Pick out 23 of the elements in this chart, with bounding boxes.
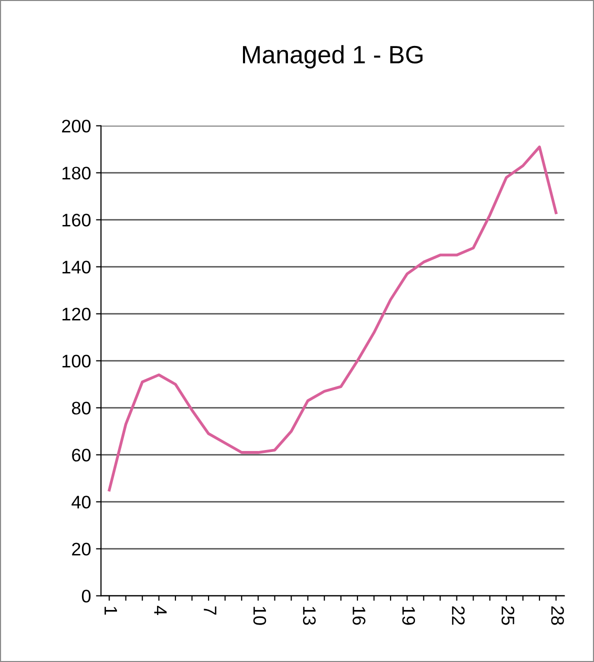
x-tick-label: 7 <box>204 606 216 615</box>
x-tick-label: 13 <box>302 606 316 625</box>
y-tick-label: 0 <box>82 590 91 603</box>
y-tick-label: 40 <box>72 496 91 509</box>
x-tick-label: 16 <box>352 606 366 625</box>
y-tick-label: 140 <box>62 260 91 274</box>
y-tick-label: 200 <box>62 120 91 132</box>
y-tick-label: 20 <box>72 542 91 556</box>
line-series <box>108 146 558 492</box>
x-tick-label: 1 <box>104 606 118 615</box>
y-tick-label: 80 <box>72 402 91 415</box>
x-tick-label: 4 <box>154 606 167 616</box>
x-tick-label: 10 <box>253 606 266 625</box>
chart-title: Managed 1 - BG <box>242 45 422 68</box>
y-tick-label: 100 <box>62 354 91 368</box>
x-tick-label: 25 <box>502 606 514 625</box>
x-tick-label: 19 <box>402 606 416 625</box>
y-tick-label: 60 <box>72 448 91 462</box>
x-tick-label: 28 <box>551 606 564 625</box>
y-tick-label: 180 <box>62 166 91 180</box>
x-tick-label: 22 <box>452 606 465 625</box>
y-tick-label: 160 <box>62 214 91 227</box>
y-tick-label: 120 <box>62 308 91 321</box>
